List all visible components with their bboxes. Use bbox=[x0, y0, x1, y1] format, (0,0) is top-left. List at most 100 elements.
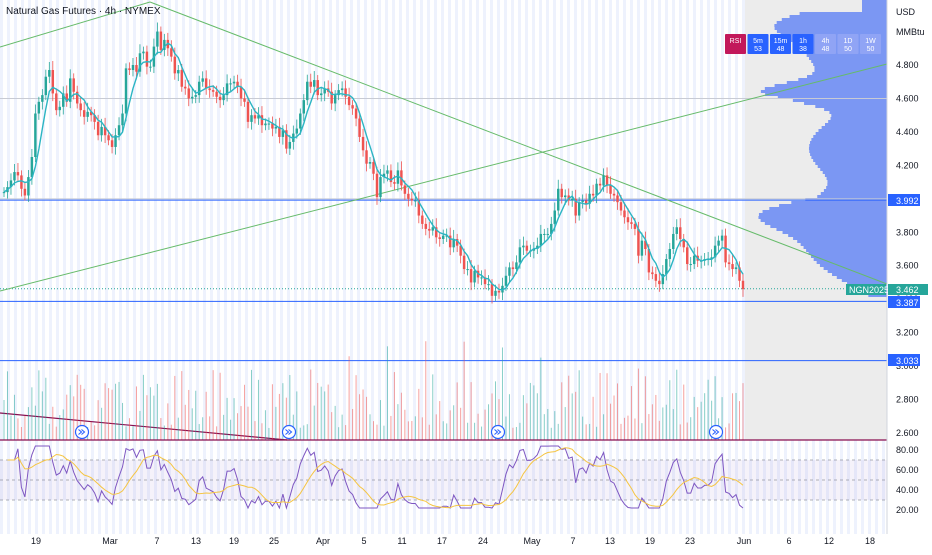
volume-profile-bar bbox=[819, 264, 887, 267]
volume-bar bbox=[167, 403, 169, 440]
level-low-tag: 3.387 bbox=[888, 296, 920, 308]
candle-body bbox=[51, 70, 55, 94]
session-stripe bbox=[378, 0, 381, 534]
candle-body bbox=[278, 126, 281, 137]
volume-profile-bar bbox=[758, 213, 887, 216]
candle-body bbox=[679, 227, 682, 239]
candle-body bbox=[218, 96, 222, 101]
volume-bar bbox=[742, 383, 744, 440]
candle-body bbox=[100, 126, 103, 136]
volume-bar bbox=[177, 417, 179, 440]
volume-bar bbox=[76, 374, 78, 440]
candle-body bbox=[389, 170, 393, 183]
candle-body bbox=[41, 95, 44, 102]
volume-bar bbox=[303, 425, 305, 440]
volume-profile bbox=[758, 0, 887, 297]
candle-body bbox=[452, 238, 455, 248]
session-stripe bbox=[553, 0, 556, 534]
volume-bar bbox=[610, 403, 612, 440]
time-scale[interactable] bbox=[0, 534, 932, 550]
timeframe-rsi-value: 38 bbox=[799, 46, 807, 53]
volume-bar bbox=[254, 421, 256, 440]
volume-bar bbox=[369, 414, 371, 440]
candle-body bbox=[557, 188, 560, 211]
candle-body bbox=[459, 245, 462, 256]
last-price-tag: NGN2025 3.462 bbox=[846, 284, 928, 295]
volume-bar bbox=[237, 413, 239, 440]
candle-body bbox=[414, 200, 417, 202]
session-stripe bbox=[56, 0, 59, 534]
volume-profile-bar bbox=[821, 126, 887, 129]
volume-bar bbox=[446, 423, 448, 440]
volume-bar bbox=[209, 416, 211, 440]
volume-bar bbox=[592, 396, 594, 440]
volume-bar bbox=[331, 412, 333, 440]
volume-profile-bar bbox=[809, 57, 887, 60]
volume-bar bbox=[519, 422, 521, 440]
candle-body bbox=[564, 195, 567, 198]
trend-line-upper-left[interactable] bbox=[0, 1, 151, 48]
candle-body bbox=[581, 200, 584, 203]
candle-body bbox=[546, 233, 550, 235]
volume-bar bbox=[38, 370, 40, 440]
time-tick-label: 25 bbox=[269, 536, 279, 546]
currency-label[interactable]: USD bbox=[896, 7, 916, 17]
volume-bar bbox=[118, 381, 120, 440]
volume-profile-bar bbox=[800, 243, 887, 246]
candle-body bbox=[487, 284, 490, 286]
volume-bar bbox=[732, 393, 734, 440]
candle-body bbox=[306, 81, 309, 101]
session-stripe bbox=[385, 0, 388, 534]
candle-body bbox=[689, 264, 692, 266]
candle-body bbox=[124, 68, 128, 114]
volume-bar bbox=[606, 373, 608, 440]
volume-bar bbox=[449, 410, 451, 440]
candle-body bbox=[661, 274, 665, 285]
candle-body bbox=[543, 233, 546, 235]
volume-bar bbox=[697, 407, 699, 440]
unit-label[interactable]: MMBtu bbox=[896, 27, 925, 37]
trend-line-falling[interactable] bbox=[149, 1, 888, 285]
volume-profile-bar bbox=[814, 69, 887, 72]
session-stripe bbox=[644, 0, 647, 534]
volume-bar bbox=[512, 427, 514, 440]
timeframe-button-bg bbox=[725, 34, 746, 54]
candle-body bbox=[103, 126, 107, 136]
volume-bar bbox=[338, 427, 340, 440]
trend-line-rising[interactable] bbox=[0, 63, 888, 292]
volume-bar bbox=[711, 400, 713, 440]
candle-body bbox=[2, 192, 6, 194]
timeframe-rsi-value: 53 bbox=[754, 46, 762, 53]
volume-bar bbox=[216, 426, 218, 440]
candle-body bbox=[34, 113, 37, 157]
rsi-line[interactable] bbox=[7, 445, 744, 510]
candle-body bbox=[574, 198, 577, 216]
candle-body bbox=[605, 175, 609, 186]
volume-bar bbox=[690, 417, 692, 440]
volume-bar bbox=[122, 402, 124, 440]
ma-line[interactable] bbox=[3, 42, 744, 291]
candle-body bbox=[438, 237, 441, 239]
session-stripe bbox=[252, 0, 255, 534]
event-markers[interactable] bbox=[74, 424, 724, 440]
timeframe-button-rsi[interactable]: RSI bbox=[725, 34, 746, 54]
price-scale[interactable] bbox=[887, 0, 932, 550]
session-stripe bbox=[483, 0, 486, 534]
candle-body bbox=[424, 223, 428, 229]
volume-profile-bar bbox=[811, 60, 887, 63]
candle-body bbox=[145, 51, 149, 67]
timeframe-button-bg bbox=[860, 34, 881, 54]
candle-body bbox=[333, 95, 337, 104]
volume-bar bbox=[425, 341, 427, 440]
candle-body bbox=[619, 202, 623, 211]
candle-body bbox=[96, 121, 100, 136]
candle-body bbox=[591, 193, 595, 196]
volume-profile-bar bbox=[798, 78, 887, 81]
